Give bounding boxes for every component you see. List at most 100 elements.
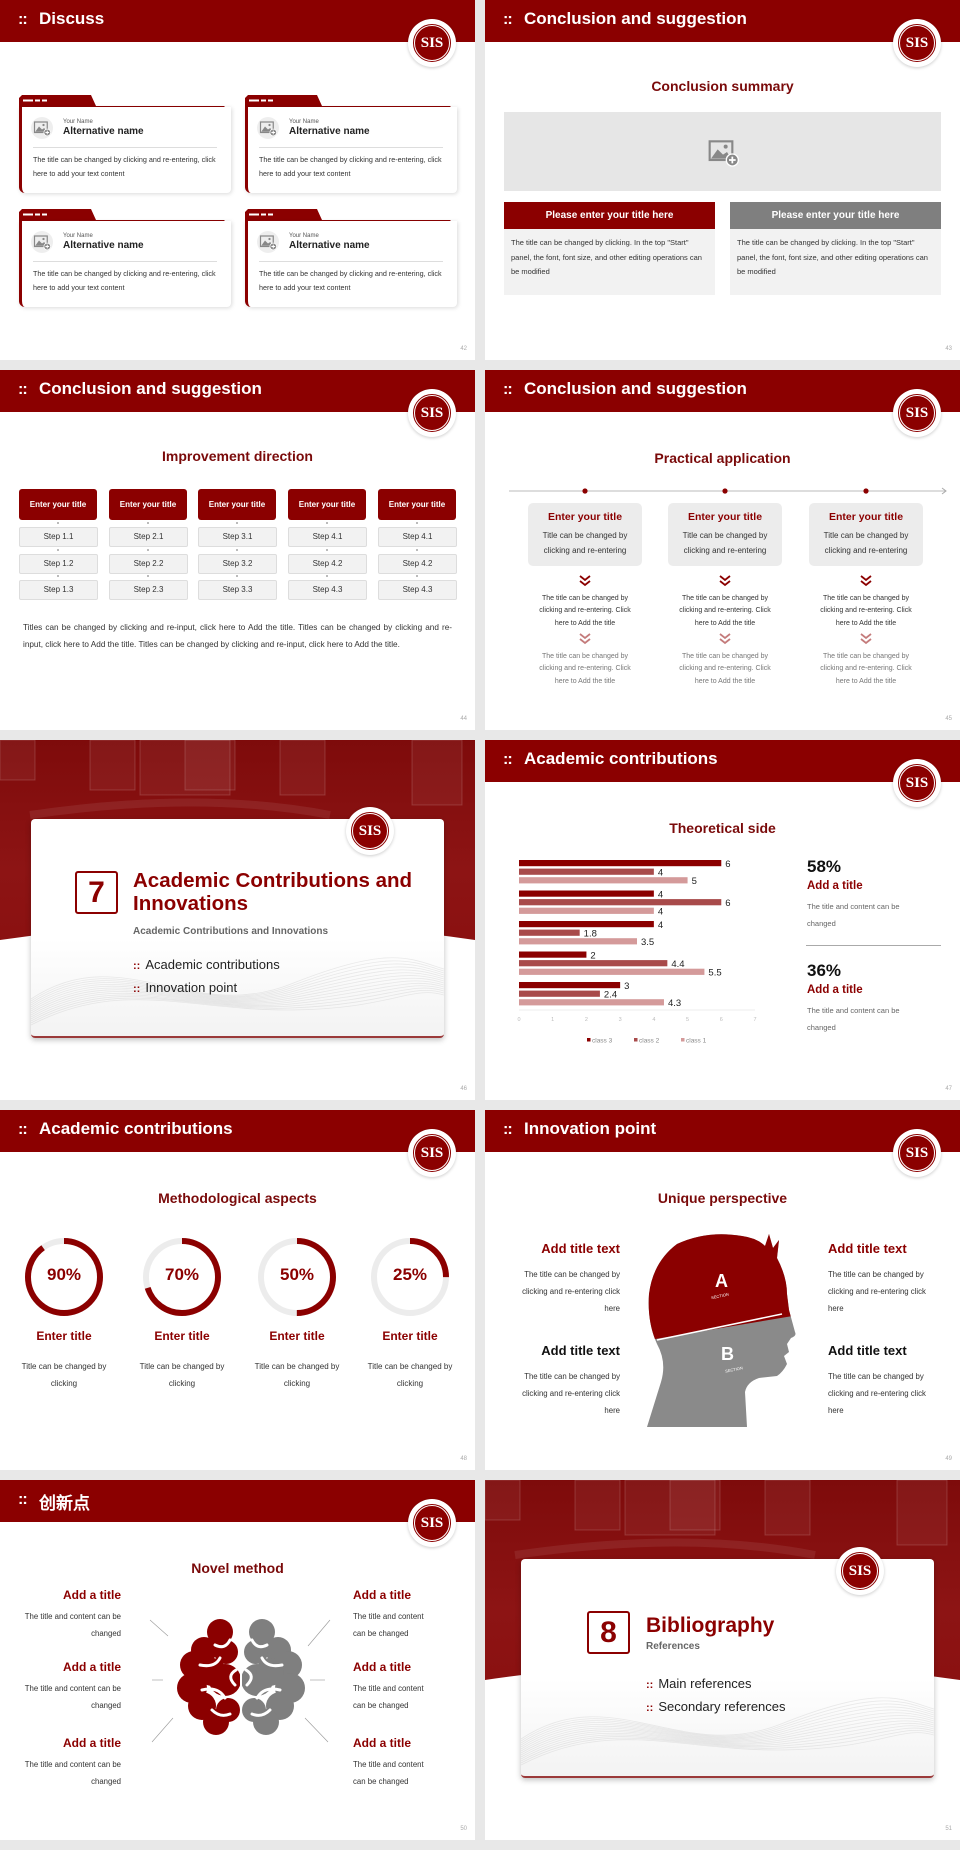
window — [139, 740, 231, 796]
fold-line — [200, 1687, 227, 1700]
school-logo-mark: SIS — [898, 1134, 936, 1172]
method-title: Add a title — [62, 1736, 121, 1750]
connector-dot — [326, 548, 328, 551]
profile-card[interactable]: Your Name Alternative name The title can b… — [245, 209, 457, 307]
step-box[interactable]: Step 3.2 — [198, 553, 277, 574]
method-text: The title and content can be changed — [353, 1684, 424, 1710]
school-logo-mark: SIS — [898, 394, 936, 432]
slide-header: :: Academic contributions — [485, 740, 960, 782]
bar — [519, 929, 580, 936]
window — [764, 1480, 811, 1536]
wave-line — [521, 1727, 934, 1762]
building-windows — [0, 740, 463, 819]
grid-dots-icon: :: — [18, 381, 28, 398]
step-column-title[interactable]: Enter your title — [19, 489, 97, 520]
section-link[interactable]: :: Secondary references — [646, 1699, 786, 1714]
step-box[interactable]: Step 1.3 — [19, 580, 98, 601]
mountain — [35, 240, 47, 246]
fold-line — [198, 1656, 222, 1668]
connector-line — [151, 1717, 174, 1743]
image-placeholder-icon — [33, 121, 51, 137]
step-box[interactable]: Step 4.3 — [288, 580, 367, 601]
image-placeholder[interactable] — [504, 112, 941, 191]
step-box[interactable]: Step 4.2 — [378, 553, 457, 574]
brain-diagram — [149, 1615, 331, 1743]
divider — [33, 261, 217, 262]
ring-title: Enter title — [269, 1329, 325, 1343]
section-subtitle: Unique perspective — [657, 1190, 788, 1206]
card-name: Alternative name — [289, 240, 370, 251]
fold-line — [213, 1638, 232, 1649]
step-column-title[interactable]: Enter your title — [109, 489, 187, 520]
image-placeholder-icon — [259, 235, 277, 251]
step-box[interactable]: Step 4.1 — [378, 527, 457, 547]
profile-card[interactable]: Your Name Alternative name The title can b… — [19, 95, 231, 193]
section-card — [31, 819, 444, 1038]
step-box[interactable]: Step 1.1 — [19, 527, 98, 547]
section-subtitle: Practical application — [654, 450, 791, 466]
wave-line — [31, 982, 444, 1018]
section-title: Academic Contributions and Innovations — [133, 869, 413, 915]
step-box[interactable]: Step 4.3 — [378, 580, 457, 601]
connector-line — [304, 1717, 329, 1743]
plus — [271, 130, 276, 135]
wave-line — [521, 1720, 934, 1756]
sun — [42, 123, 45, 127]
slide-unique-perspective: :: Innovation point SIS 49 Unique perspectiv… — [485, 1110, 960, 1470]
slide-practical-application: :: Conclusion and suggestion SIS 45 Practica… — [485, 370, 960, 730]
connector-dot — [147, 575, 149, 578]
section-subtitle: References — [646, 1641, 700, 1652]
mountain — [261, 126, 273, 132]
slide-methodological-aspects: :: Academic contributions SIS 48 Methodologi… — [0, 1110, 475, 1470]
step-box[interactable]: Step 1.2 — [19, 553, 98, 574]
step-box[interactable]: Step 2.1 — [109, 527, 188, 547]
slide-theoretical-side: :: Academic contributions SIS 47 Theoretical… — [485, 740, 960, 1100]
section-subtitle: Theoretical side — [669, 820, 776, 836]
connector-dot — [416, 548, 418, 551]
timeline-dot — [582, 488, 588, 494]
profile-card[interactable]: Your Name Alternative name The title can b… — [245, 95, 457, 193]
method-title: Add a title — [353, 1736, 412, 1750]
connector-dot — [416, 575, 418, 578]
step-box[interactable]: Step 3.3 — [198, 580, 277, 601]
step-box[interactable]: Step 2.3 — [109, 580, 188, 601]
step-column-title[interactable]: Enter your title — [288, 489, 366, 520]
detail-text: The title can be changed by clicking and… — [679, 653, 771, 685]
step-column-title[interactable]: Enter your title — [378, 489, 456, 520]
step-box[interactable]: Step 4.1 — [288, 527, 367, 547]
wave-line — [31, 960, 444, 1002]
application-card[interactable]: Enter your title Title can be changed by … — [528, 503, 642, 566]
step-column-title[interactable]: Enter your title — [198, 489, 276, 520]
application-card[interactable]: Enter your title Title can be changed by … — [668, 503, 782, 566]
step-box[interactable]: Step 2.2 — [109, 553, 188, 574]
section-link[interactable]: :: Main references — [646, 1676, 752, 1691]
box-title[interactable]: Please enter your title here — [730, 202, 941, 229]
slide-novel-method: :: 创新点 SIS 50 Novel method Add a title The tit… — [0, 1480, 475, 1840]
x-tick-label: 6 — [720, 1017, 723, 1023]
section-a-label: SECTION — [711, 1292, 730, 1301]
school-logo-mark: SIS — [413, 394, 451, 432]
school-logo: SIS — [408, 19, 456, 67]
step-box[interactable]: Step 4.2 — [288, 553, 367, 574]
profile-card[interactable]: Your Name Alternative name The title can b… — [19, 209, 231, 307]
bar-chart: 6 4 5 4 6 4 4 1.8 3.5 2 4.4 5.5 3 2.4 4.3 0 1 2 3 4 5 6 7 class… — [517, 859, 756, 1045]
box-title[interactable]: Please enter your title here — [504, 202, 715, 229]
wave-line — [521, 1697, 934, 1740]
application-card[interactable]: Enter your title Title can be changed by … — [809, 503, 923, 566]
double-chevron-down-icon — [579, 633, 591, 645]
section-link[interactable]: :: Academic contributions — [133, 957, 280, 972]
school-logo: SIS — [893, 759, 941, 807]
legend-label: class 1 — [686, 1038, 707, 1045]
left-hemisphere-lobe — [216, 1698, 240, 1722]
school-logo: SIS — [893, 389, 941, 437]
bar-value-label: 4.4 — [671, 959, 684, 970]
bar-value-label: 3 — [624, 981, 629, 992]
bar-value-label: 4.3 — [668, 998, 681, 1009]
window — [896, 1480, 948, 1546]
x-tick-label: 5 — [686, 1017, 689, 1023]
step-box[interactable]: Step 3.1 — [198, 527, 277, 547]
sun — [268, 123, 271, 127]
section-link[interactable]: :: Innovation point — [133, 980, 237, 995]
bar-value-label: 4 — [658, 890, 663, 901]
sun — [268, 237, 271, 241]
